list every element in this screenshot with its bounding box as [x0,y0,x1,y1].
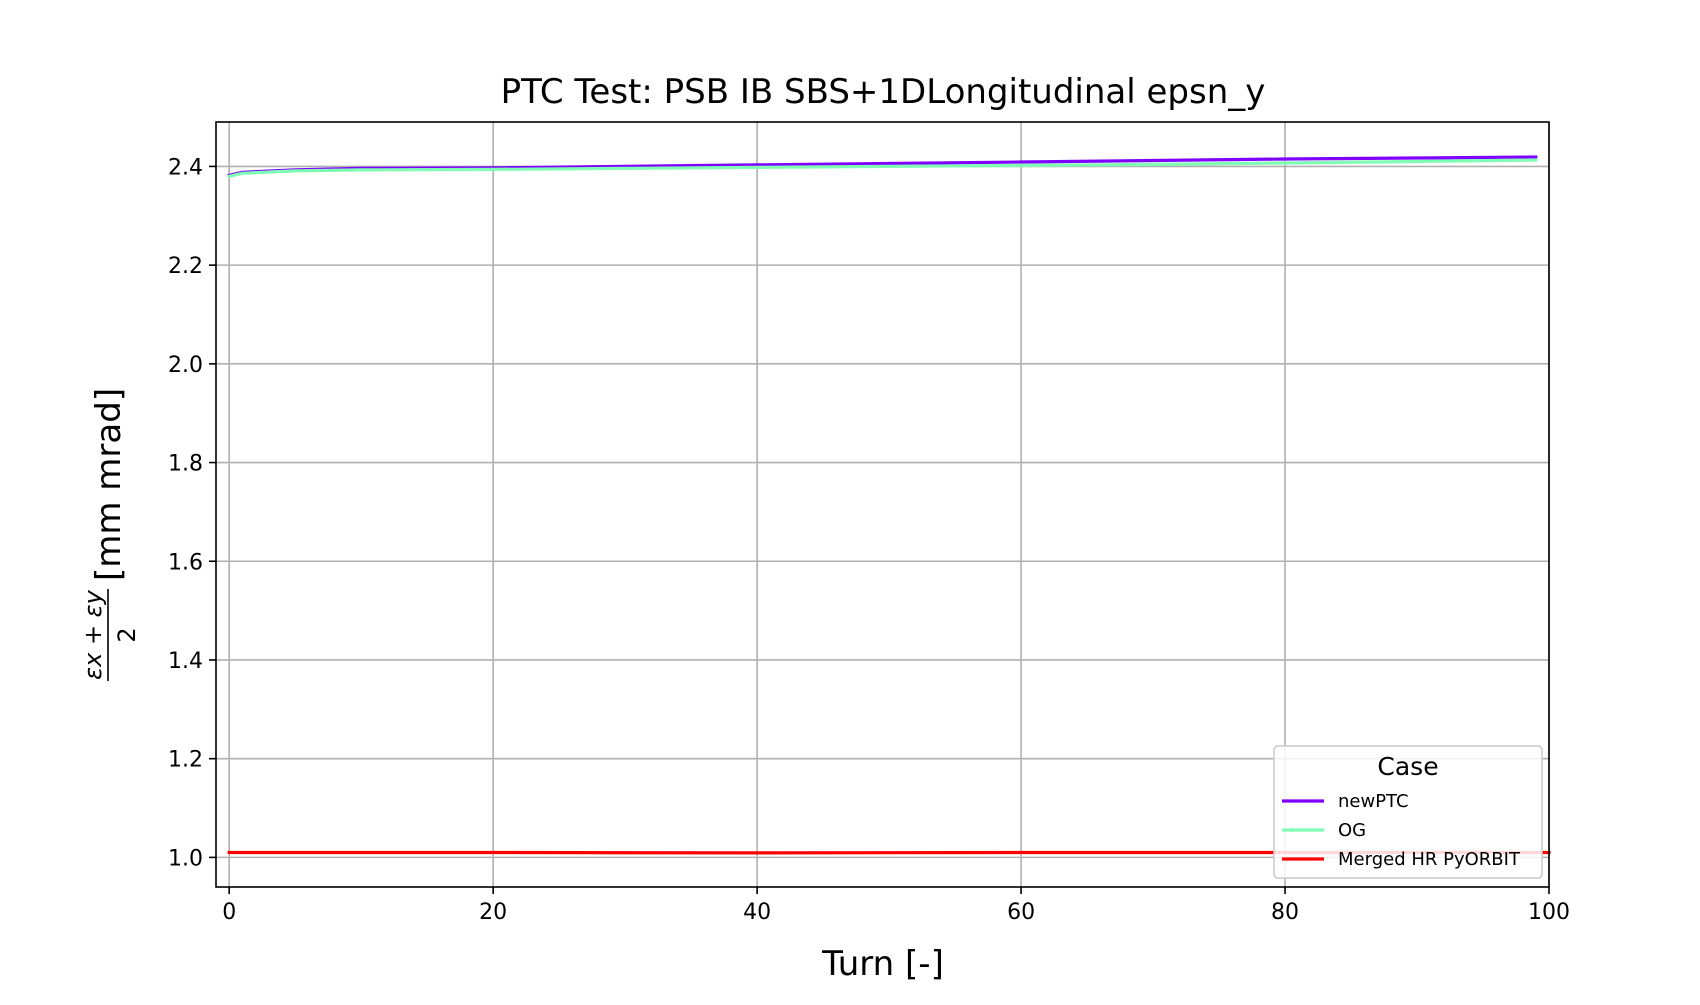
legend-label: Merged HR PyORBIT [1338,849,1521,870]
x-tick-label: 100 [1528,900,1570,925]
x-tick-label: 0 [222,900,236,925]
y-tick-label: 2.4 [168,155,203,180]
legend-label: OG [1338,820,1366,841]
y-axis-label-denominator: 2 [113,627,141,642]
chart-title: PTC Test: PSB IB SBS+1DLongitudinal epsn… [501,72,1266,112]
x-tick-label: 80 [1271,900,1299,925]
y-axis-label-unit: [mm mrad] [89,388,129,581]
y-tick-label: 1.2 [168,748,203,773]
x-tick-label: 20 [479,900,507,925]
y-tick-label: 1.8 [168,452,203,477]
y-tick-label: 1.0 [168,846,203,871]
y-axis-label-numerator: εx + εy [79,589,107,680]
x-tick-label: 60 [1007,900,1035,925]
y-tick-label: 1.4 [168,649,203,674]
y-tick-label: 1.6 [168,550,203,575]
x-tick-label: 40 [743,900,771,925]
legend-label: newPTC [1338,791,1409,812]
y-tick-label: 2.2 [168,254,203,279]
y-tick-label: 2.0 [168,353,203,378]
x-axis-label: Turn [-] [821,944,944,984]
legend-title: Case [1377,752,1438,781]
legend: Case newPTC OG Merged HR PyORBIT [1274,746,1542,878]
